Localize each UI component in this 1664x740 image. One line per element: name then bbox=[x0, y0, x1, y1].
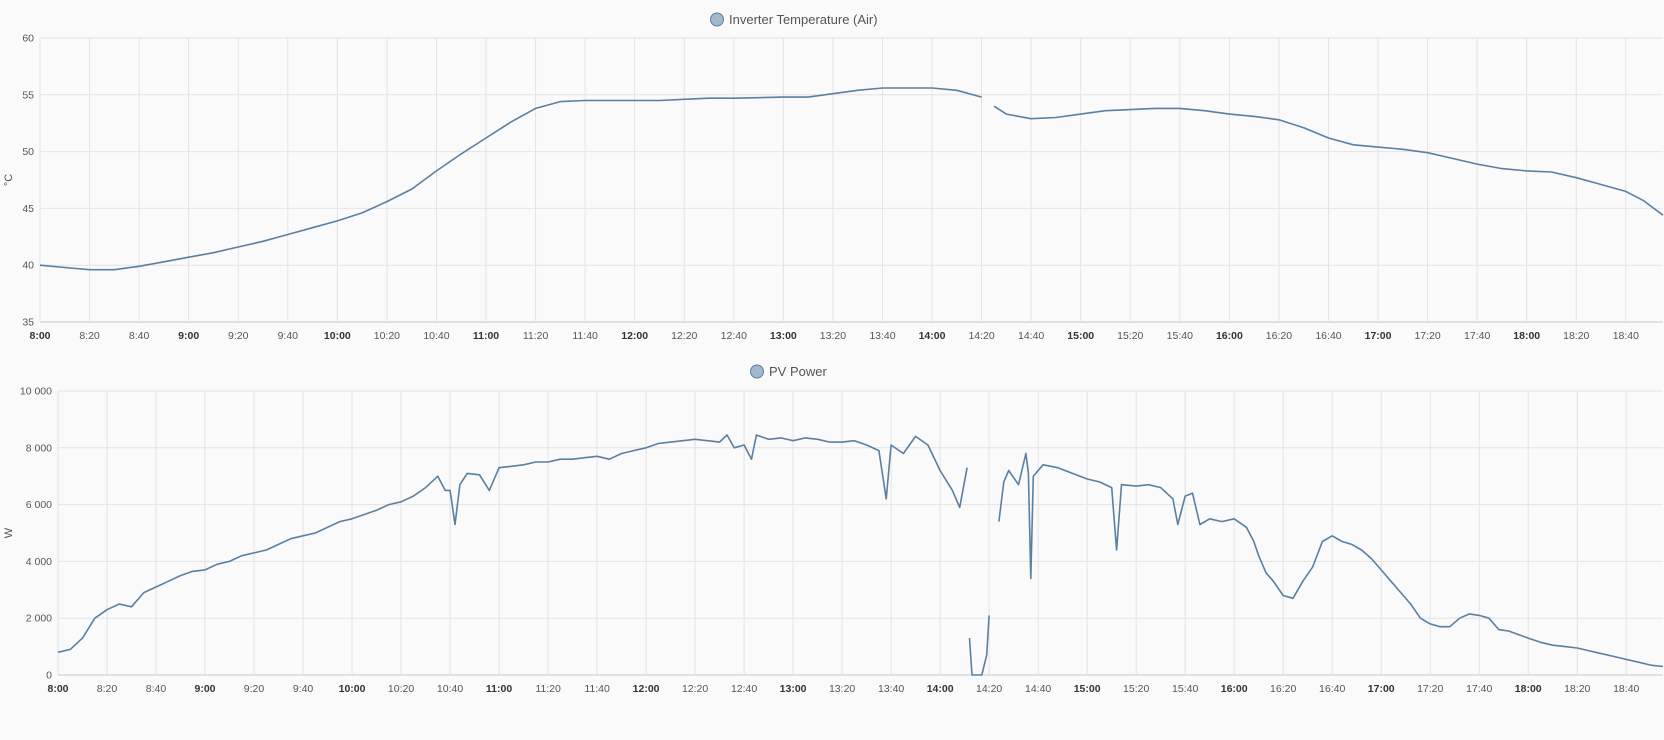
x-tick-label: 12:40 bbox=[731, 683, 757, 695]
x-tick-label: 10:20 bbox=[374, 330, 400, 342]
x-tick-label: 17:00 bbox=[1365, 330, 1392, 342]
x-tick-label: 14:00 bbox=[919, 330, 946, 342]
x-tick-label: 17:20 bbox=[1414, 330, 1440, 342]
y-tick-label: 2 000 bbox=[26, 613, 52, 625]
x-tick-label: 17:40 bbox=[1466, 683, 1492, 695]
series-line[interactable] bbox=[39, 87, 982, 271]
x-tick-label: 11:20 bbox=[523, 330, 549, 342]
y-tick-label: 40 bbox=[22, 260, 34, 272]
x-tick-label: 11:00 bbox=[473, 330, 499, 342]
y-tick-label: 35 bbox=[22, 317, 34, 329]
x-tick-label: 9:20 bbox=[228, 330, 249, 342]
x-tick-label: 13:20 bbox=[820, 330, 846, 342]
y-tick-label: 45 bbox=[22, 203, 34, 215]
x-tick-label: 17:00 bbox=[1368, 683, 1395, 695]
x-tick-label: 18:00 bbox=[1515, 683, 1542, 695]
x-tick-label: 11:40 bbox=[584, 683, 610, 695]
x-tick-label: 15:20 bbox=[1123, 683, 1149, 695]
x-tick-label: 16:20 bbox=[1270, 683, 1296, 695]
x-tick-label: 12:00 bbox=[621, 330, 648, 342]
y-axis-unit-label: °C bbox=[3, 174, 15, 186]
legend-marker-icon[interactable] bbox=[710, 12, 724, 27]
x-tick-label: 13:00 bbox=[780, 683, 807, 695]
x-tick-label: 15:00 bbox=[1074, 683, 1101, 695]
y-tick-label: 0 bbox=[46, 670, 52, 682]
x-tick-label: 13:00 bbox=[770, 330, 797, 342]
x-tick-label: 18:00 bbox=[1513, 330, 1540, 342]
x-tick-label: 15:20 bbox=[1117, 330, 1143, 342]
x-tick-label: 17:40 bbox=[1464, 330, 1490, 342]
x-tick-label: 10:40 bbox=[423, 330, 449, 342]
x-tick-label: 12:20 bbox=[671, 330, 697, 342]
y-tick-label: 8 000 bbox=[26, 442, 52, 454]
legend-label[interactable]: Inverter Temperature (Air) bbox=[729, 12, 878, 27]
x-tick-label: 9:00 bbox=[195, 683, 216, 695]
x-tick-label: 9:40 bbox=[278, 330, 299, 342]
series-line[interactable] bbox=[993, 105, 1664, 216]
x-tick-label: 9:20 bbox=[244, 683, 265, 695]
x-tick-label: 8:40 bbox=[129, 330, 150, 342]
x-tick-label: 18:40 bbox=[1613, 330, 1639, 342]
x-tick-label: 13:40 bbox=[878, 683, 904, 695]
x-tick-label: 18:40 bbox=[1613, 683, 1639, 695]
series-line[interactable] bbox=[57, 434, 968, 654]
x-tick-label: 16:40 bbox=[1315, 330, 1341, 342]
x-tick-label: 16:20 bbox=[1266, 330, 1292, 342]
x-tick-label: 10:20 bbox=[388, 683, 414, 695]
x-tick-label: 12:00 bbox=[633, 683, 660, 695]
inverter-temperature-chart: Inverter Temperature (Air) °C 35 40 45 50 55… bbox=[3, 12, 1664, 342]
x-tick-label: 15:00 bbox=[1067, 330, 1094, 342]
x-tick-label: 12:20 bbox=[682, 683, 708, 695]
x-tick-label: 14:20 bbox=[976, 683, 1002, 695]
x-tick-label: 14:20 bbox=[968, 330, 994, 342]
series-line[interactable] bbox=[968, 615, 990, 676]
x-tick-label: 8:20 bbox=[79, 330, 100, 342]
x-tick-label: 18:20 bbox=[1564, 683, 1590, 695]
x-tick-label: 11:00 bbox=[486, 683, 512, 695]
x-tick-label: 10:00 bbox=[339, 683, 366, 695]
x-tick-label: 11:20 bbox=[535, 683, 561, 695]
x-tick-label: 13:40 bbox=[869, 330, 895, 342]
x-tick-label: 8:20 bbox=[97, 683, 118, 695]
x-tick-label: 18:20 bbox=[1563, 330, 1589, 342]
x-tick-label: 14:00 bbox=[927, 683, 954, 695]
y-axis-unit-label: W bbox=[3, 527, 15, 538]
legend-label[interactable]: PV Power bbox=[769, 364, 827, 379]
x-tick-label: 16:00 bbox=[1221, 683, 1248, 695]
y-tick-label: 60 bbox=[22, 33, 34, 45]
x-tick-label: 15:40 bbox=[1167, 330, 1193, 342]
legend-marker-icon[interactable] bbox=[750, 364, 764, 379]
x-tick-label: 14:40 bbox=[1018, 330, 1044, 342]
y-tick-label: 55 bbox=[22, 89, 34, 101]
y-tick-label: 6 000 bbox=[26, 499, 52, 511]
x-tick-label: 15:40 bbox=[1172, 683, 1198, 695]
x-tick-label: 10:00 bbox=[324, 330, 351, 342]
x-tick-label: 8:00 bbox=[47, 683, 68, 695]
x-tick-label: 16:40 bbox=[1319, 683, 1345, 695]
x-tick-label: 14:40 bbox=[1025, 683, 1051, 695]
x-tick-label: 9:40 bbox=[293, 683, 314, 695]
y-tick-label: 10 000 bbox=[20, 386, 52, 398]
x-tick-label: 13:20 bbox=[829, 683, 855, 695]
x-tick-label: 17:20 bbox=[1417, 683, 1443, 695]
y-tick-label: 50 bbox=[22, 146, 34, 158]
x-tick-label: 10:40 bbox=[437, 683, 463, 695]
pv-power-chart: PV Power W 0 2 000 4 000 6 000 8 000 10 000 8… bbox=[3, 364, 1664, 695]
x-tick-label: 11:40 bbox=[572, 330, 598, 342]
series-line[interactable] bbox=[998, 452, 1664, 668]
x-tick-label: 9:00 bbox=[178, 330, 199, 342]
x-tick-label: 12:40 bbox=[721, 330, 747, 342]
x-tick-label: 16:00 bbox=[1216, 330, 1243, 342]
x-tick-label: 8:00 bbox=[29, 330, 50, 342]
y-tick-label: 4 000 bbox=[26, 556, 52, 568]
x-tick-label: 8:40 bbox=[146, 683, 167, 695]
